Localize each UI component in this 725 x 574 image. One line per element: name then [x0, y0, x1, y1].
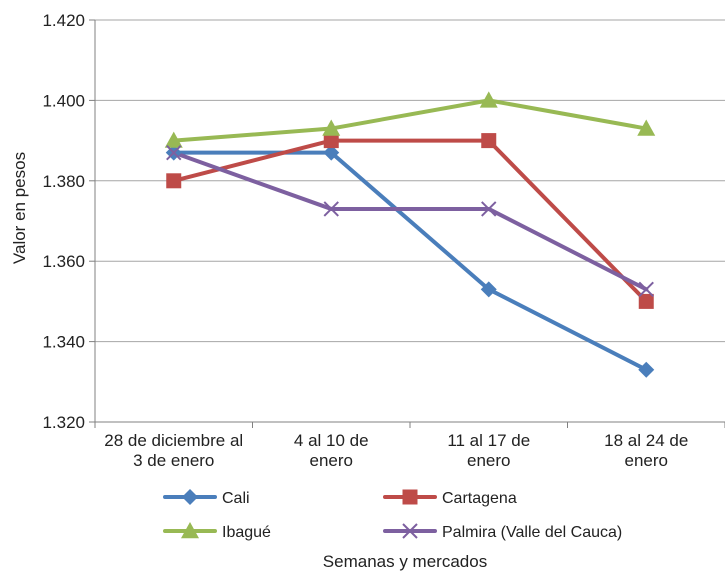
legend: Cali Cartagena Ibagué Palmira (Valle del Ca…: [163, 489, 622, 541]
data-point-cartagena: [166, 173, 182, 189]
legend-label: Palmira (Valle del Cauca): [442, 524, 622, 541]
series-line-cali: [171, 150, 649, 372]
data-point-palmira-valle-del-cauca: [166, 144, 182, 161]
x-tick-label: 11 al 17 de enero: [447, 431, 530, 470]
gridlines: [95, 19, 725, 343]
data-point-ibague: [322, 119, 341, 136]
y-tick-label: 1.360: [42, 252, 85, 271]
legend-item-cartagena: Cartagena: [383, 489, 517, 507]
series-line-ibague: [171, 98, 649, 143]
data-point-cali: [638, 361, 655, 378]
legend-label: Cali: [222, 490, 250, 507]
x-tick-label: 4 al 10 de enero: [294, 431, 369, 470]
x-tick-label: 18 al 24 de enero: [604, 431, 688, 470]
data-point-ibague: [637, 119, 656, 136]
x-tick-label: 28 de diciembre al 3 de enero: [104, 431, 243, 470]
y-tick-label: 1.380: [42, 172, 85, 191]
x-tick-labels: 28 de diciembre al 3 de enero 4 al 10 de en…: [104, 431, 688, 470]
data-point-palmira-valle-del-cauca: [638, 281, 654, 298]
data-point-cali: [480, 281, 497, 298]
legend-label: Ibagué: [222, 524, 271, 541]
data-point-cartagena: [323, 133, 339, 149]
data-point-palmira-valle-del-cauca: [323, 201, 339, 217]
data-point-palmira-valle-del-cauca: [481, 201, 497, 217]
series-line-palmira-valle-del-cauca: [171, 150, 649, 292]
legend-marker: [182, 489, 198, 505]
data-point-ibague: [479, 91, 498, 108]
y-tick-label: 1.400: [42, 91, 85, 110]
series-lines: [171, 98, 649, 372]
legend-item-cali: Cali: [163, 489, 250, 507]
legend-item-ibague: Ibagué: [163, 522, 271, 541]
legend-item-palmira-valle-del-cauca: Palmira (Valle del Cauca): [383, 523, 622, 541]
y-axis-label: Valor en pesos: [10, 152, 29, 264]
y-tick-label: 1.320: [42, 413, 85, 432]
legend-label: Cartagena: [442, 490, 517, 507]
y-tick-labels: 1.320 1.340 1.360 1.380 1.400 1.420: [42, 11, 85, 432]
data-point-cartagena: [638, 293, 654, 309]
legend-marker: [181, 522, 199, 539]
x-axis-label: Semanas y mercados: [323, 552, 487, 571]
data-point-cartagena: [481, 133, 497, 149]
legend-marker: [402, 489, 418, 505]
legend-marker: [402, 523, 418, 539]
data-point-cali: [323, 144, 340, 161]
series-markers: [164, 91, 656, 378]
axes: [89, 19, 725, 428]
series-line-cartagena: [171, 138, 649, 304]
y-tick-label: 1.340: [42, 333, 85, 352]
y-tick-label: 1.420: [42, 11, 85, 30]
data-point-ibague: [164, 131, 183, 148]
